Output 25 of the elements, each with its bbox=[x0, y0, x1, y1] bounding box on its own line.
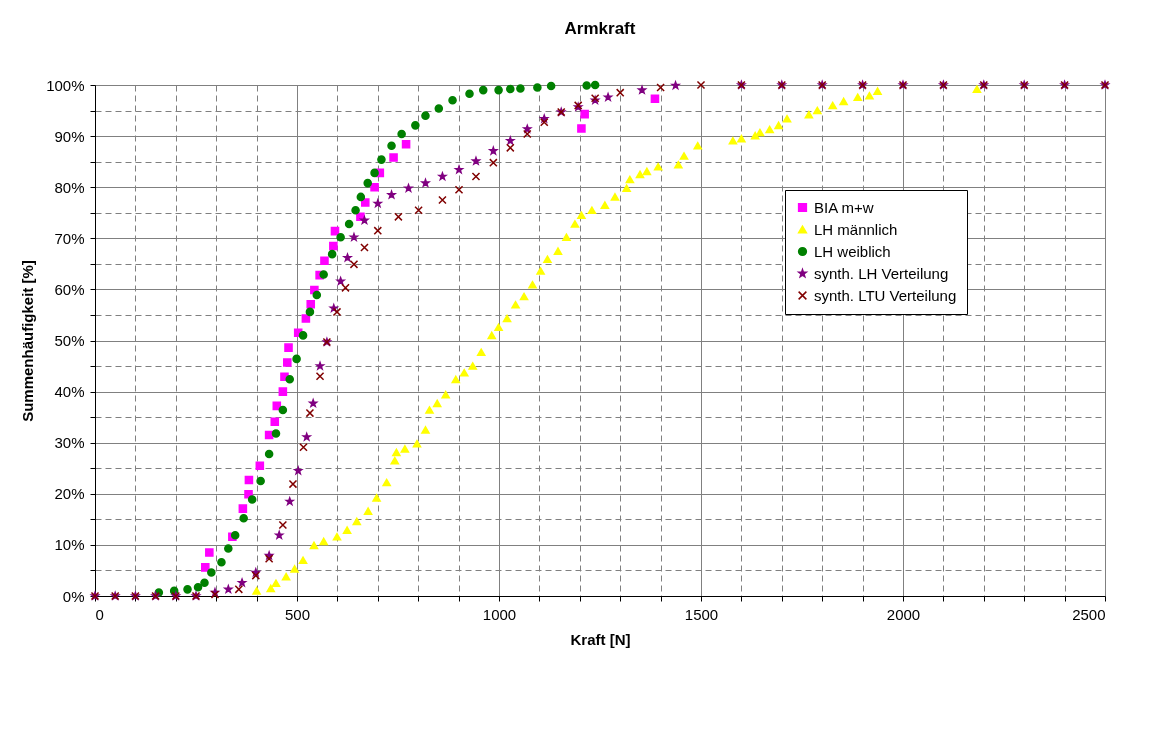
y-tick-label: 70% bbox=[54, 229, 85, 247]
legend-label: LH weiblich bbox=[814, 242, 891, 260]
x-tick-label: 2000 bbox=[886, 605, 921, 623]
y-tick-label: 30% bbox=[54, 434, 85, 452]
y-axis-title: Summenhäufigkeit [%] bbox=[19, 260, 37, 422]
y-tick-label: 60% bbox=[54, 280, 85, 298]
x-tick-label: 500 bbox=[284, 605, 311, 623]
y-tick-label: 50% bbox=[54, 332, 85, 349]
chart-title: Armkraft bbox=[564, 19, 636, 38]
legend-label: LH männlich bbox=[814, 220, 898, 238]
y-tick-label: 20% bbox=[54, 485, 85, 503]
y-tick-label: 100% bbox=[46, 76, 85, 94]
y-tick-label: 90% bbox=[54, 127, 85, 145]
y-tick-label: 40% bbox=[54, 383, 85, 401]
x-tick-label: 1000 bbox=[482, 605, 517, 623]
y-tick-label: 10% bbox=[54, 536, 85, 554]
y-tick-label: 80% bbox=[54, 178, 85, 196]
x-tick-label: 2500 bbox=[1072, 605, 1106, 623]
legend-label: synth. LH Verteilung bbox=[814, 264, 949, 282]
legend-label: BIA m+w bbox=[814, 198, 874, 216]
x-tick-label: 0 bbox=[95, 605, 104, 623]
legend-label: synth. LTU Verteilung bbox=[814, 286, 957, 304]
x-axis-title: Kraft [N] bbox=[570, 630, 631, 648]
y-tick-label: 0% bbox=[62, 587, 85, 605]
x-tick-label: 1500 bbox=[684, 605, 719, 623]
